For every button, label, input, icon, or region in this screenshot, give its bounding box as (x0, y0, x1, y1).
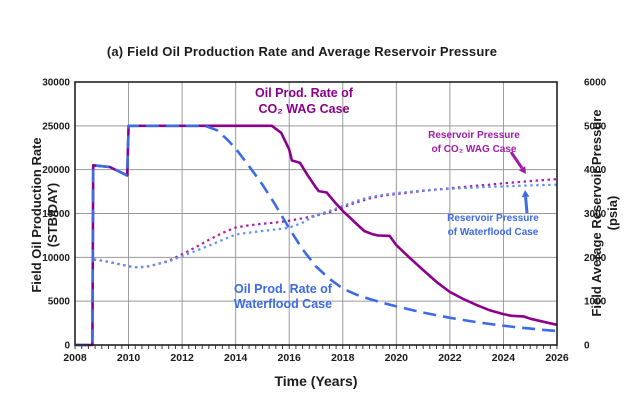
series-line-reservoir-pressure-of-co2-wag-case (93, 178, 558, 269)
annotation-oil-waterflood: Oil Prod. Rate of Waterflood Case (208, 282, 358, 312)
right-axis-tick-label: 4000 (584, 165, 607, 176)
right-axis-tick-label: 2000 (584, 253, 607, 264)
annotation-line: Reservoir Pressure (428, 130, 520, 141)
press-wf-arrow (524, 196, 529, 214)
press-wf-arrow-head (521, 190, 530, 198)
annotation-line: Waterflood Case (233, 297, 333, 311)
left-axis-tick-label: 10000 (42, 253, 70, 264)
annotation-line: CO₂ WAG Case (258, 102, 350, 116)
annotation-pressure-waterflood: Reservoir Pressure of Waterflood Case (424, 212, 562, 240)
left-axis-tick-label: 25000 (42, 121, 70, 132)
right-axis-label-text: Field Average Reservoir Pressure (589, 109, 604, 317)
x-axis-tick-label: 2024 (492, 352, 516, 364)
press-co2-arrow-head (518, 166, 526, 174)
annotation-line: Oil Prod. Rate of (255, 86, 353, 100)
left-axis-tick-label: 30000 (42, 78, 70, 89)
x-axis-tick-label: 2020 (385, 352, 409, 364)
chart-title: (a) Field Oil Production Rate and Averag… (106, 44, 498, 59)
x-axis-tick-label: 2012 (170, 352, 194, 364)
annotation-line: Oil Prod. Rate of (234, 282, 332, 296)
left-axis-label: Field Oil Production Rate (STB/DAY) (29, 95, 63, 335)
x-axis-tick-label: 2018 (331, 352, 355, 364)
x-axis-tick-label: 2008 (63, 352, 87, 364)
x-axis-label: Time (Years) (274, 373, 358, 389)
series-line-oil-prod-rate-of-waterflood-case (75, 124, 558, 347)
left-axis-tick-label: 0 (64, 341, 70, 352)
left-axis-label-text: Field Oil Production Rate (29, 137, 44, 293)
right-axis-tick-label: 6000 (584, 78, 607, 89)
x-axis-tick-label: 2016 (278, 352, 302, 364)
right-axis-tick-label: 5000 (584, 121, 607, 132)
right-axis-tick-label: 0 (584, 341, 590, 352)
series-line-oil-prod-rate-of-co2-wag-case (75, 124, 558, 347)
left-axis-tick-label: 15000 (42, 209, 70, 220)
annotation-line: of CO₂ WAG Case (431, 144, 517, 155)
right-axis-tick-label: 1000 (584, 297, 607, 308)
x-axis-tick-label: 2026 (545, 352, 569, 364)
x-axis-tick-label: 2022 (438, 352, 462, 364)
left-axis-tick-label: 5000 (48, 297, 71, 308)
plot-border (74, 81, 558, 346)
annotation-pressure-co2-wag: Reservoir Pressure of CO₂ WAG Case (406, 129, 542, 157)
left-axis-tick-label: 20000 (42, 165, 70, 176)
annotation-line: of Waterflood Case (447, 227, 539, 238)
annotation-oil-co2-wag: Oil Prod. Rate of CO₂ WAG Case (230, 85, 378, 117)
press-co2-arrow (509, 151, 524, 170)
right-axis-unit-text: (psia) (605, 195, 620, 231)
right-axis-label: Field Average Reservoir Pressure (psia) (589, 93, 623, 333)
annotation-line: Reservoir Pressure (447, 213, 539, 224)
series-line-reservoir-pressure-of-waterflood-case (93, 183, 558, 269)
left-axis-unit-text: (STB/DAY) (45, 182, 60, 248)
x-axis-tick-label: 2010 (117, 352, 141, 364)
right-axis-tick-label: 3000 (584, 209, 607, 220)
x-axis-tick-label: 2014 (224, 352, 248, 364)
